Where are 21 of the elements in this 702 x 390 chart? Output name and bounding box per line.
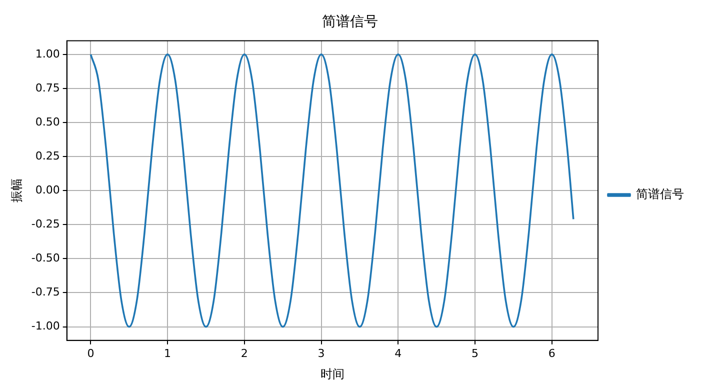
y-tick-label: 0.00 [35, 183, 60, 196]
y-tick-label: 0.25 [35, 149, 60, 162]
y-tick-label: -0.50 [31, 252, 60, 265]
chart-title: 简谱信号 [322, 14, 378, 30]
x-tick-label: 5 [472, 346, 479, 360]
y-tick-label: -0.75 [31, 286, 60, 299]
x-axis-title: 时间 [320, 366, 344, 381]
y-tick-label: 0.75 [35, 81, 60, 94]
x-tick-label: 4 [394, 346, 402, 360]
line-series [90, 54, 574, 328]
legend-label: 简谱信号 [636, 187, 684, 202]
x-tick-label: 1 [164, 346, 172, 360]
y-axis-title: 振幅 [9, 178, 24, 203]
y-tick-label: 1.00 [35, 47, 60, 60]
x-tick-label: 6 [548, 346, 556, 360]
x-tick-label: 2 [240, 346, 248, 360]
y-tick-label: 0.50 [35, 115, 60, 128]
x-tick-label: 0 [87, 346, 94, 360]
y-tick-label: -1.00 [31, 320, 60, 333]
y-tick-label: -0.25 [31, 218, 60, 231]
x-tick-label: 3 [318, 346, 325, 360]
